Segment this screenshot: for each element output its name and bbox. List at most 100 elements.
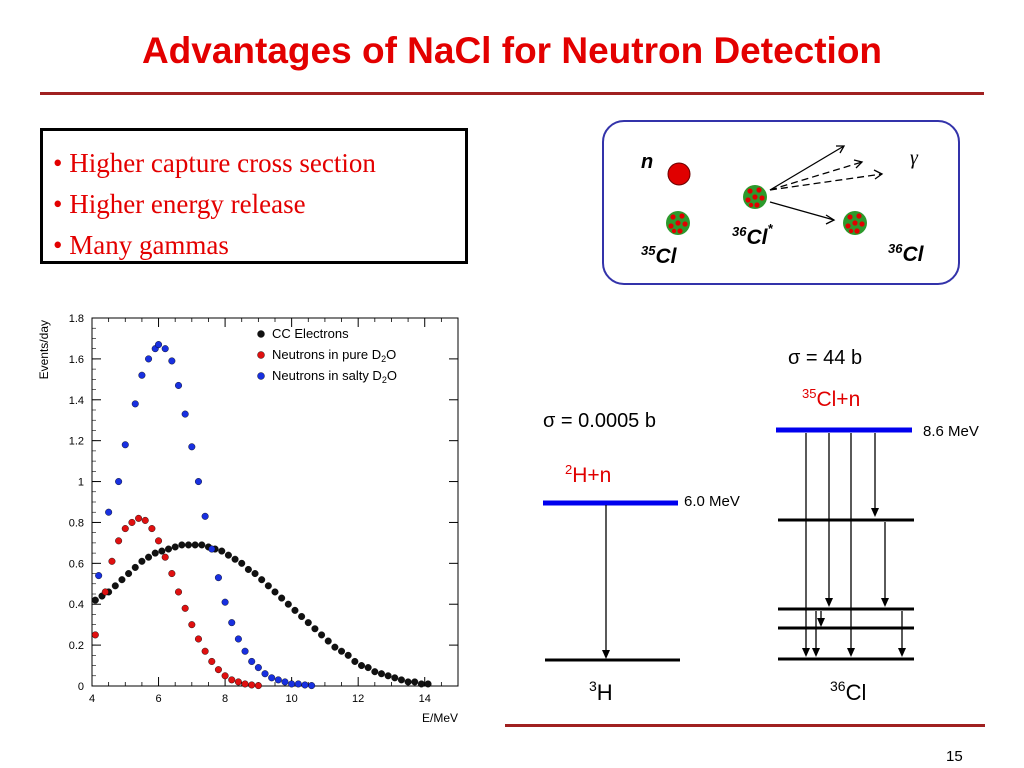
data-point (155, 341, 163, 349)
x-tick-label: 10 (286, 693, 298, 705)
data-point (171, 543, 179, 551)
advantages-box: • Higher capture cross section • Higher … (40, 128, 468, 264)
data-point (105, 508, 113, 516)
data-point (241, 680, 249, 688)
data-point (111, 582, 119, 590)
y-tick-label: 0.8 (69, 517, 84, 529)
data-point (214, 574, 222, 582)
x-axis-label: E/MeV (422, 711, 458, 725)
excited-star: * (767, 221, 773, 236)
cl36-product-mass: 36 (830, 678, 846, 694)
bottom-rule (505, 724, 985, 727)
data-point (254, 664, 262, 672)
bullet-text: Higher energy release (69, 189, 306, 219)
data-point (234, 678, 242, 686)
page-number: 15 (946, 748, 963, 765)
data-point (108, 557, 116, 565)
deuterium-reaction-rest: H+n (572, 464, 611, 487)
data-point (181, 604, 189, 612)
data-point (214, 666, 222, 674)
tritium-mass: 3 (589, 678, 597, 694)
chart-axes: 4 6 8 10 12 14 0 0.2 0.4 0.6 0.8 1 1.2 1.4 1.6 1.8 E/MeV… (37, 313, 459, 725)
data-point (264, 582, 272, 590)
data-point (178, 541, 186, 549)
data-point (165, 545, 173, 553)
y-tick-label: 1 (78, 477, 84, 489)
arrow-head (602, 650, 610, 659)
data-point (151, 549, 159, 557)
legend-entry: Neutrons in salty D2O (272, 368, 397, 385)
data-point (241, 647, 249, 655)
data-point (311, 625, 319, 633)
data-point (95, 572, 103, 580)
series-points (91, 541, 432, 688)
x-tick-label: 12 (352, 693, 364, 705)
y-tick-label: 0.2 (69, 640, 84, 652)
gamma-rays (769, 145, 884, 225)
cl35-nucleus (666, 211, 690, 235)
data-point (291, 606, 299, 614)
chlorine-reaction-rest: Cl+n (816, 388, 860, 411)
data-point (91, 631, 99, 639)
data-point (371, 668, 379, 676)
data-point (391, 674, 399, 682)
chlorine-energy-label: 8.6 MeV (923, 423, 979, 440)
data-point (308, 682, 316, 690)
data-point (294, 680, 302, 688)
y-axis-label: Events/day (37, 320, 51, 379)
cl36-excited-mass: 36 (732, 224, 747, 239)
data-point (191, 541, 199, 549)
data-point (161, 553, 169, 561)
deuterium-reaction-mass: 2 (565, 462, 572, 477)
data-point (338, 647, 346, 655)
data-point (168, 357, 176, 365)
chlorine-reaction: 35Cl+n (802, 386, 860, 411)
data-point (364, 664, 372, 672)
series-points (91, 514, 262, 690)
y-tick-label: 1.8 (69, 313, 84, 325)
data-point (228, 619, 236, 627)
cl35-label: 35Cl (641, 243, 678, 268)
data-point (145, 355, 153, 363)
legend-marker (257, 351, 265, 359)
data-point (304, 619, 312, 627)
data-point (161, 345, 169, 353)
data-point (404, 678, 412, 686)
data-point (288, 680, 296, 688)
data-point (131, 400, 139, 408)
data-point (175, 588, 183, 596)
data-point (377, 670, 385, 678)
data-point (194, 478, 202, 486)
data-point (411, 678, 419, 686)
cl36-mass: 36 (888, 241, 903, 256)
data-point (268, 674, 276, 682)
data-point (258, 576, 266, 584)
legend-entry-name: Neutrons in salty D (272, 368, 382, 383)
data-point (175, 381, 183, 389)
data-point (168, 570, 176, 578)
y-tick-label: 0.4 (69, 599, 84, 611)
energy-spectrum-chart: 4 6 8 10 12 14 0 0.2 0.4 0.6 0.8 1 1.2 1.4 1.6 1.8 E/MeV… (34, 308, 464, 732)
cl36-label: 36Cl (888, 241, 925, 266)
legend-entry-name: CC Electrons (272, 326, 349, 341)
cl36-excited-symbol: Cl (746, 226, 768, 249)
data-point (194, 635, 202, 643)
data-point (278, 594, 286, 602)
legend-entry-tail: O (386, 347, 396, 362)
chlorine-cross-section: σ = 44 b (788, 347, 862, 369)
data-point (121, 525, 129, 533)
legend-entry-tail: O (387, 368, 397, 383)
legend-entry: Neutrons in pure D2O (272, 347, 396, 364)
y-tick-label: 1.6 (69, 354, 84, 366)
gamma-label: γ (910, 147, 919, 169)
neutron-particle (667, 162, 691, 186)
cl36-excited-nucleus (743, 185, 767, 209)
bullet-text: Many gammas (69, 230, 229, 260)
data-point (201, 512, 209, 520)
neutron-label: n (641, 151, 653, 173)
deuterium-reaction: 2H+n (565, 462, 611, 487)
data-point (148, 525, 156, 533)
data-point (248, 657, 256, 665)
data-point (118, 576, 126, 584)
data-point (141, 516, 149, 524)
